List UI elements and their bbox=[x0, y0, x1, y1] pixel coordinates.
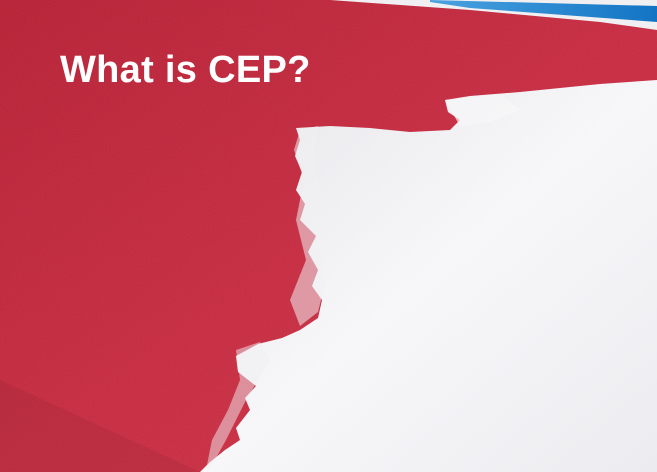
masking-tape bbox=[430, 0, 657, 22]
white-paint-area bbox=[200, 80, 657, 472]
slide-caption: What is CEP? bbox=[60, 49, 311, 91]
